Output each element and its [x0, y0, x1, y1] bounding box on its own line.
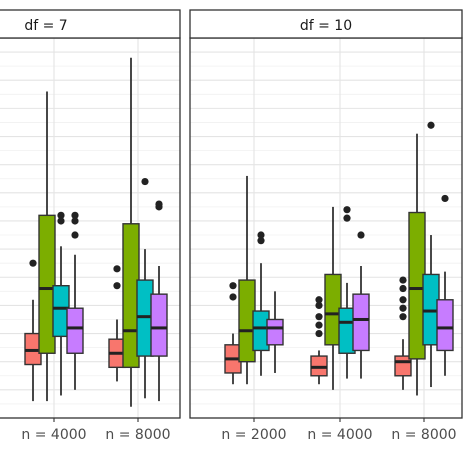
- outlier-point: [315, 321, 323, 329]
- x-tick-label: n = 2000: [221, 427, 286, 443]
- outlier-point: [399, 313, 407, 321]
- box: [436, 299, 454, 352]
- strip-label: df = 7: [24, 18, 67, 34]
- box: [66, 307, 84, 354]
- strip-label: df = 10: [300, 18, 352, 34]
- strip-background: [0, 9, 181, 39]
- x-tick-label: n = 8000: [105, 427, 170, 443]
- outlier-point: [71, 211, 79, 219]
- outlier-point: [141, 177, 149, 186]
- outlier-point: [257, 231, 265, 239]
- outlier-point: [427, 121, 435, 129]
- outlier-point: [57, 217, 65, 225]
- outlier-point: [399, 276, 407, 284]
- box: [38, 214, 56, 354]
- outlier-point: [399, 304, 407, 312]
- box-group: [310, 206, 370, 390]
- outlier-point: [315, 296, 323, 304]
- x-tick-label: n = 8000: [391, 427, 456, 443]
- outlier-point: [357, 231, 365, 239]
- box-group: [24, 91, 84, 402]
- box: [352, 293, 370, 352]
- outlier-point: [399, 284, 407, 293]
- box: [150, 293, 168, 357]
- outlier-point: [71, 217, 79, 225]
- outlier-point: [343, 214, 351, 222]
- outlier-point: [441, 194, 449, 203]
- outlier-point: [71, 231, 79, 239]
- box-group: [108, 57, 168, 407]
- outlier-point: [343, 206, 351, 214]
- x-tick-label: n = 4000: [21, 427, 86, 443]
- outlier-point: [113, 265, 121, 273]
- x-tick-label: n = 4000: [307, 427, 372, 443]
- panel-1: df = 7 n = 4000 n = 8000: [0, 9, 181, 443]
- outlier-point: [113, 282, 121, 290]
- outlier-point: [29, 259, 37, 267]
- outlier-point: [155, 200, 163, 208]
- outlier-point: [229, 293, 237, 301]
- outlier-point: [315, 329, 323, 338]
- outlier-point: [315, 301, 323, 310]
- strip-background: [189, 9, 463, 39]
- outlier-point: [399, 296, 407, 304]
- outlier-point: [257, 237, 265, 245]
- box-group: [394, 121, 454, 396]
- panel-2: df = 10 n = 2000 n = 4000 n = 8000: [189, 9, 463, 443]
- box-group: [224, 175, 284, 385]
- box: [266, 318, 284, 346]
- outlier-point: [315, 313, 323, 321]
- outlier-point: [229, 282, 237, 290]
- outlier-point: [57, 211, 65, 219]
